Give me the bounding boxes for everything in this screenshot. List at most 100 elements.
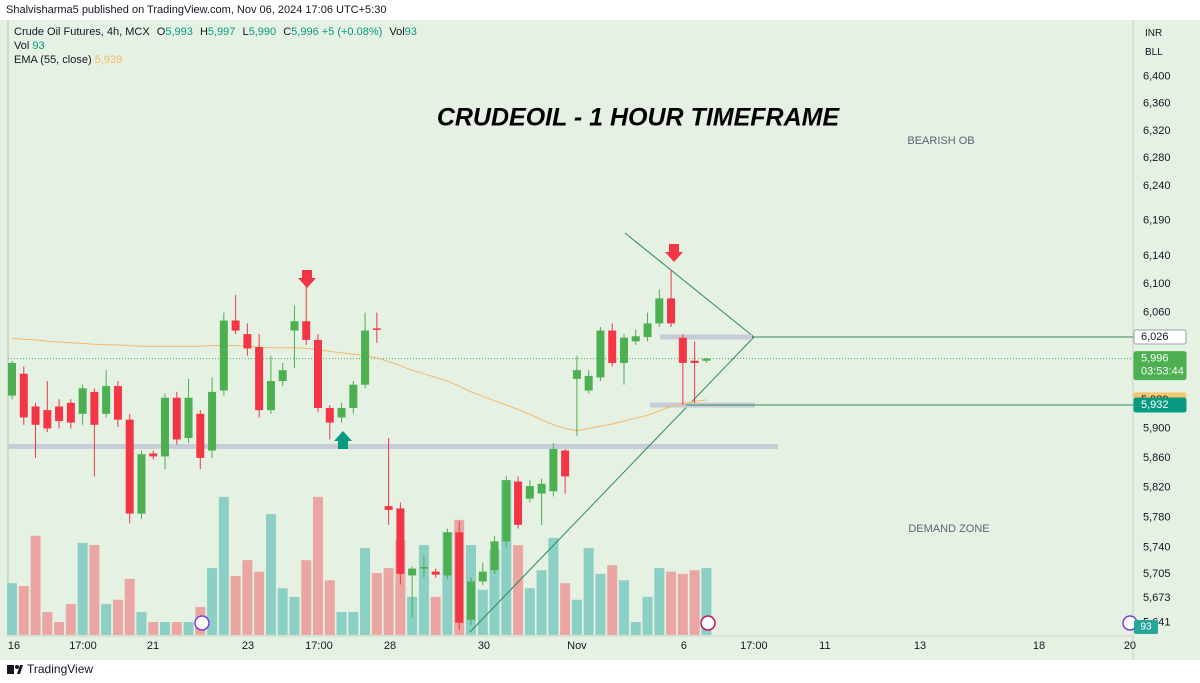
change: +5 (+0.08%) [321, 26, 383, 38]
volume-bar [618, 580, 629, 635]
event-icon[interactable] [194, 615, 210, 631]
volume-bar [489, 550, 500, 635]
brand-name: TradingView [27, 662, 93, 676]
volume-bar [560, 583, 571, 635]
y-tick-label: 5,820 [1143, 481, 1171, 493]
candle-body [419, 567, 428, 569]
candle-body [43, 410, 52, 429]
price-label-box [1133, 329, 1187, 345]
volume-bar [301, 560, 312, 635]
axis-layer: 6,400 6,360 6,320 6,280 6,240 6,190 6,140 6,100… [8, 70, 1187, 652]
candle-body [172, 397, 181, 440]
volume-bar [54, 622, 65, 635]
ohlc-value: 5,997 [207, 26, 236, 38]
candle-body [584, 375, 593, 391]
countdown: 03:53:44 [1141, 366, 1184, 378]
volume-bar [654, 568, 665, 635]
x-tick-label: 17:00 [740, 640, 768, 652]
candle-body [31, 406, 40, 425]
volume-bar [124, 578, 135, 635]
volume-value: 93 [404, 26, 417, 38]
volume-bar [548, 537, 559, 635]
volume-bar [630, 622, 641, 635]
trend-line-lower [469, 336, 755, 633]
x-tick-label: 17:00 [305, 640, 333, 652]
y-tick-label: 6,280 [1143, 152, 1171, 164]
event-icon[interactable] [700, 615, 716, 631]
publisher-note: Shalvisharma5 published on TradingView.c… [6, 4, 386, 16]
y-tick-label: 6,240 [1143, 180, 1171, 192]
volume-bar [183, 622, 194, 635]
price-label: 6,026 [1141, 331, 1169, 343]
ohlc-key: L [242, 26, 249, 38]
volume-bar [360, 547, 371, 635]
x-tick-label: 17:00 [69, 640, 97, 652]
volume-label: 93 [1140, 622, 1152, 633]
candle-body [361, 330, 370, 385]
ohlc-key: C [283, 26, 292, 38]
volume-bar [218, 496, 229, 635]
x-tick-label: 13 [914, 640, 926, 652]
candle-body [514, 481, 523, 525]
ohlc-key: O [156, 26, 166, 38]
volume-bar [371, 573, 382, 635]
price-zone [660, 334, 752, 340]
price-layer [8, 270, 1133, 630]
volume-bar [171, 622, 182, 635]
volume-bar [701, 568, 712, 635]
candle-body [337, 407, 346, 418]
annotation: BEARISH OB [907, 135, 974, 147]
volume-bar [524, 588, 535, 635]
volume-bar [42, 611, 53, 635]
y-tick-label: 6,100 [1143, 278, 1171, 290]
volume-bar [442, 532, 453, 635]
candle-body [313, 339, 322, 408]
candle-body [619, 337, 628, 363]
candle-body [702, 358, 711, 361]
volume-bar [513, 545, 524, 635]
volume-bar [7, 583, 18, 635]
legend-ema: EMA (55, close) 5,939 [14, 54, 122, 66]
y-tick-label: 6,400 [1143, 70, 1171, 82]
volume-bar [666, 571, 677, 635]
volume-bar [277, 588, 288, 635]
unit-button[interactable]: BLL [1145, 47, 1163, 58]
currency-button[interactable]: INR [1145, 28, 1163, 39]
down-arrow [298, 270, 316, 288]
ohlc-value: 5,990 [248, 26, 277, 38]
logo-part [7, 665, 14, 674]
x-tick-label: 23 [242, 640, 254, 652]
y-tick-label: 6,060 [1143, 307, 1171, 319]
symbol: Crude Oil Futures, 4h, MCX [14, 26, 150, 38]
volume-bar [18, 586, 29, 635]
price-label-box [1133, 397, 1187, 413]
y-tick-label: 5,673 [1143, 592, 1171, 604]
volume-bar [207, 568, 218, 635]
y-tick-label: 6,360 [1143, 97, 1171, 109]
candle-body [125, 419, 134, 514]
y-tick-label: 5,780 [1143, 511, 1171, 523]
footer-background [0, 660, 1200, 683]
x-tick-label: 18 [1033, 640, 1045, 652]
candle-body [466, 581, 475, 620]
candle-body [525, 486, 534, 499]
volume-bar [583, 547, 594, 635]
y-tick-label: 6,320 [1143, 125, 1171, 137]
volume-bar [112, 599, 123, 635]
volume-bar [136, 611, 147, 635]
price-label-box [1133, 351, 1187, 381]
candle-body [102, 386, 111, 414]
candle-body [55, 406, 64, 422]
candle-body [137, 454, 146, 514]
y-tick-label: 6,190 [1143, 215, 1171, 227]
support-zone [8, 444, 778, 449]
candle-body [78, 388, 87, 414]
up-arrow [334, 431, 352, 449]
candle-body [655, 298, 664, 324]
chart-title: CRUDEOIL - 1 HOUR TIMEFRAME [437, 104, 841, 132]
candle-body [160, 397, 169, 457]
candle-body [8, 362, 17, 396]
volume-bar [265, 514, 276, 635]
